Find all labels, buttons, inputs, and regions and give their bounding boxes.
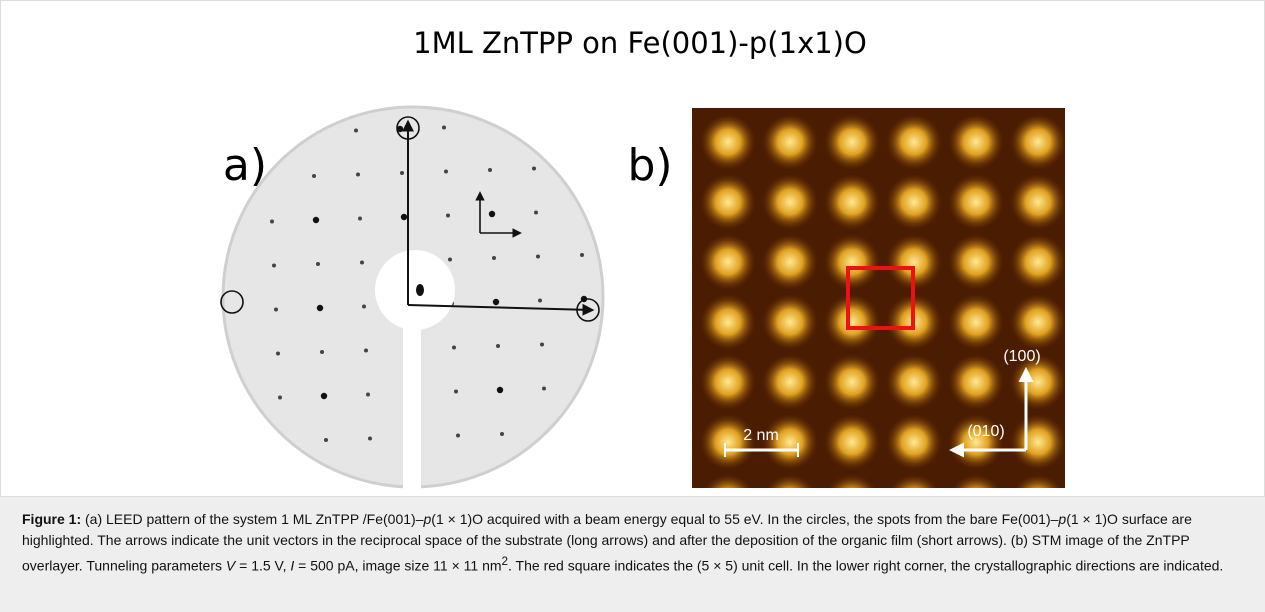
leed-spot (320, 350, 324, 354)
caption-text: V (226, 558, 235, 574)
scale-label: 2 nm (743, 427, 779, 444)
caption-text: = 500 pA, image size 11 × 11 nm (294, 558, 501, 574)
leed-spot (580, 253, 584, 257)
direction-label: (010) (967, 423, 1004, 440)
leed-spot (364, 349, 368, 353)
slit (403, 310, 421, 490)
leed-spot (496, 344, 500, 348)
leed-spot (354, 129, 358, 133)
leed-spot (536, 255, 540, 259)
leed-spot (452, 346, 456, 350)
leed-spot (274, 308, 278, 312)
leed-spot (532, 167, 536, 171)
page: 1ML ZnTPP on Fe(001)-p(1x1)O a) b) 2 nm … (0, 0, 1265, 612)
caption-text: (1 × 1)O acquired with a beam energy equ… (431, 511, 1058, 527)
leed-spot (497, 387, 503, 393)
leed-spot (324, 438, 328, 442)
leed-spot (400, 171, 404, 175)
leed-spot (321, 393, 327, 399)
leed-spot (446, 214, 450, 218)
leed-spot (542, 387, 546, 391)
leed-spot (362, 305, 366, 309)
caption-text: . The red square indicates the (5 × 5) u… (508, 558, 1223, 574)
leed-spot (360, 261, 364, 265)
leed-spot (493, 299, 499, 305)
leed-spot (278, 396, 282, 400)
leed-spot (442, 126, 446, 130)
leed-spot (534, 211, 538, 215)
leed-spot (456, 434, 460, 438)
leed-spot (317, 305, 323, 311)
caption-text: = 1.5 V, (235, 558, 290, 574)
leed-spot (366, 393, 370, 397)
leed-spot (356, 173, 360, 177)
leed-spot (313, 217, 319, 223)
leed-spot (444, 170, 448, 174)
panel-label: b) (627, 140, 672, 191)
leed-spot (489, 211, 495, 217)
leed-spot (401, 214, 407, 220)
direction-label: (100) (1003, 348, 1040, 365)
leed-spot (276, 352, 280, 356)
leed-spot (358, 217, 362, 221)
leed-spot (492, 256, 496, 260)
leed-spot (270, 220, 274, 224)
figure-title: 1ML ZnTPP on Fe(001)-p(1x1)O (413, 26, 867, 60)
figure-frame (1, 1, 1265, 497)
leed-spot (316, 262, 320, 266)
leed-pattern (221, 107, 603, 490)
leed-spot (488, 168, 492, 172)
leed-spot (538, 299, 542, 303)
leed-spot (448, 258, 452, 262)
leed-spot (416, 284, 424, 296)
leed-spot (454, 390, 458, 394)
leed-spot (368, 437, 372, 441)
leed-spot (540, 343, 544, 347)
leed-spot (312, 174, 316, 178)
caption-text: (a) LEED pattern of the system 1 ML ZnTP… (81, 511, 423, 527)
leed-spot (500, 432, 504, 436)
caption-label: Figure 1: (22, 511, 81, 527)
leed-spot (272, 264, 276, 268)
figure: 1ML ZnTPP on Fe(001)-p(1x1)O a) b) 2 nm … (0, 0, 1265, 497)
caption: Figure 1: (a) LEED pattern of the system… (0, 497, 1265, 612)
